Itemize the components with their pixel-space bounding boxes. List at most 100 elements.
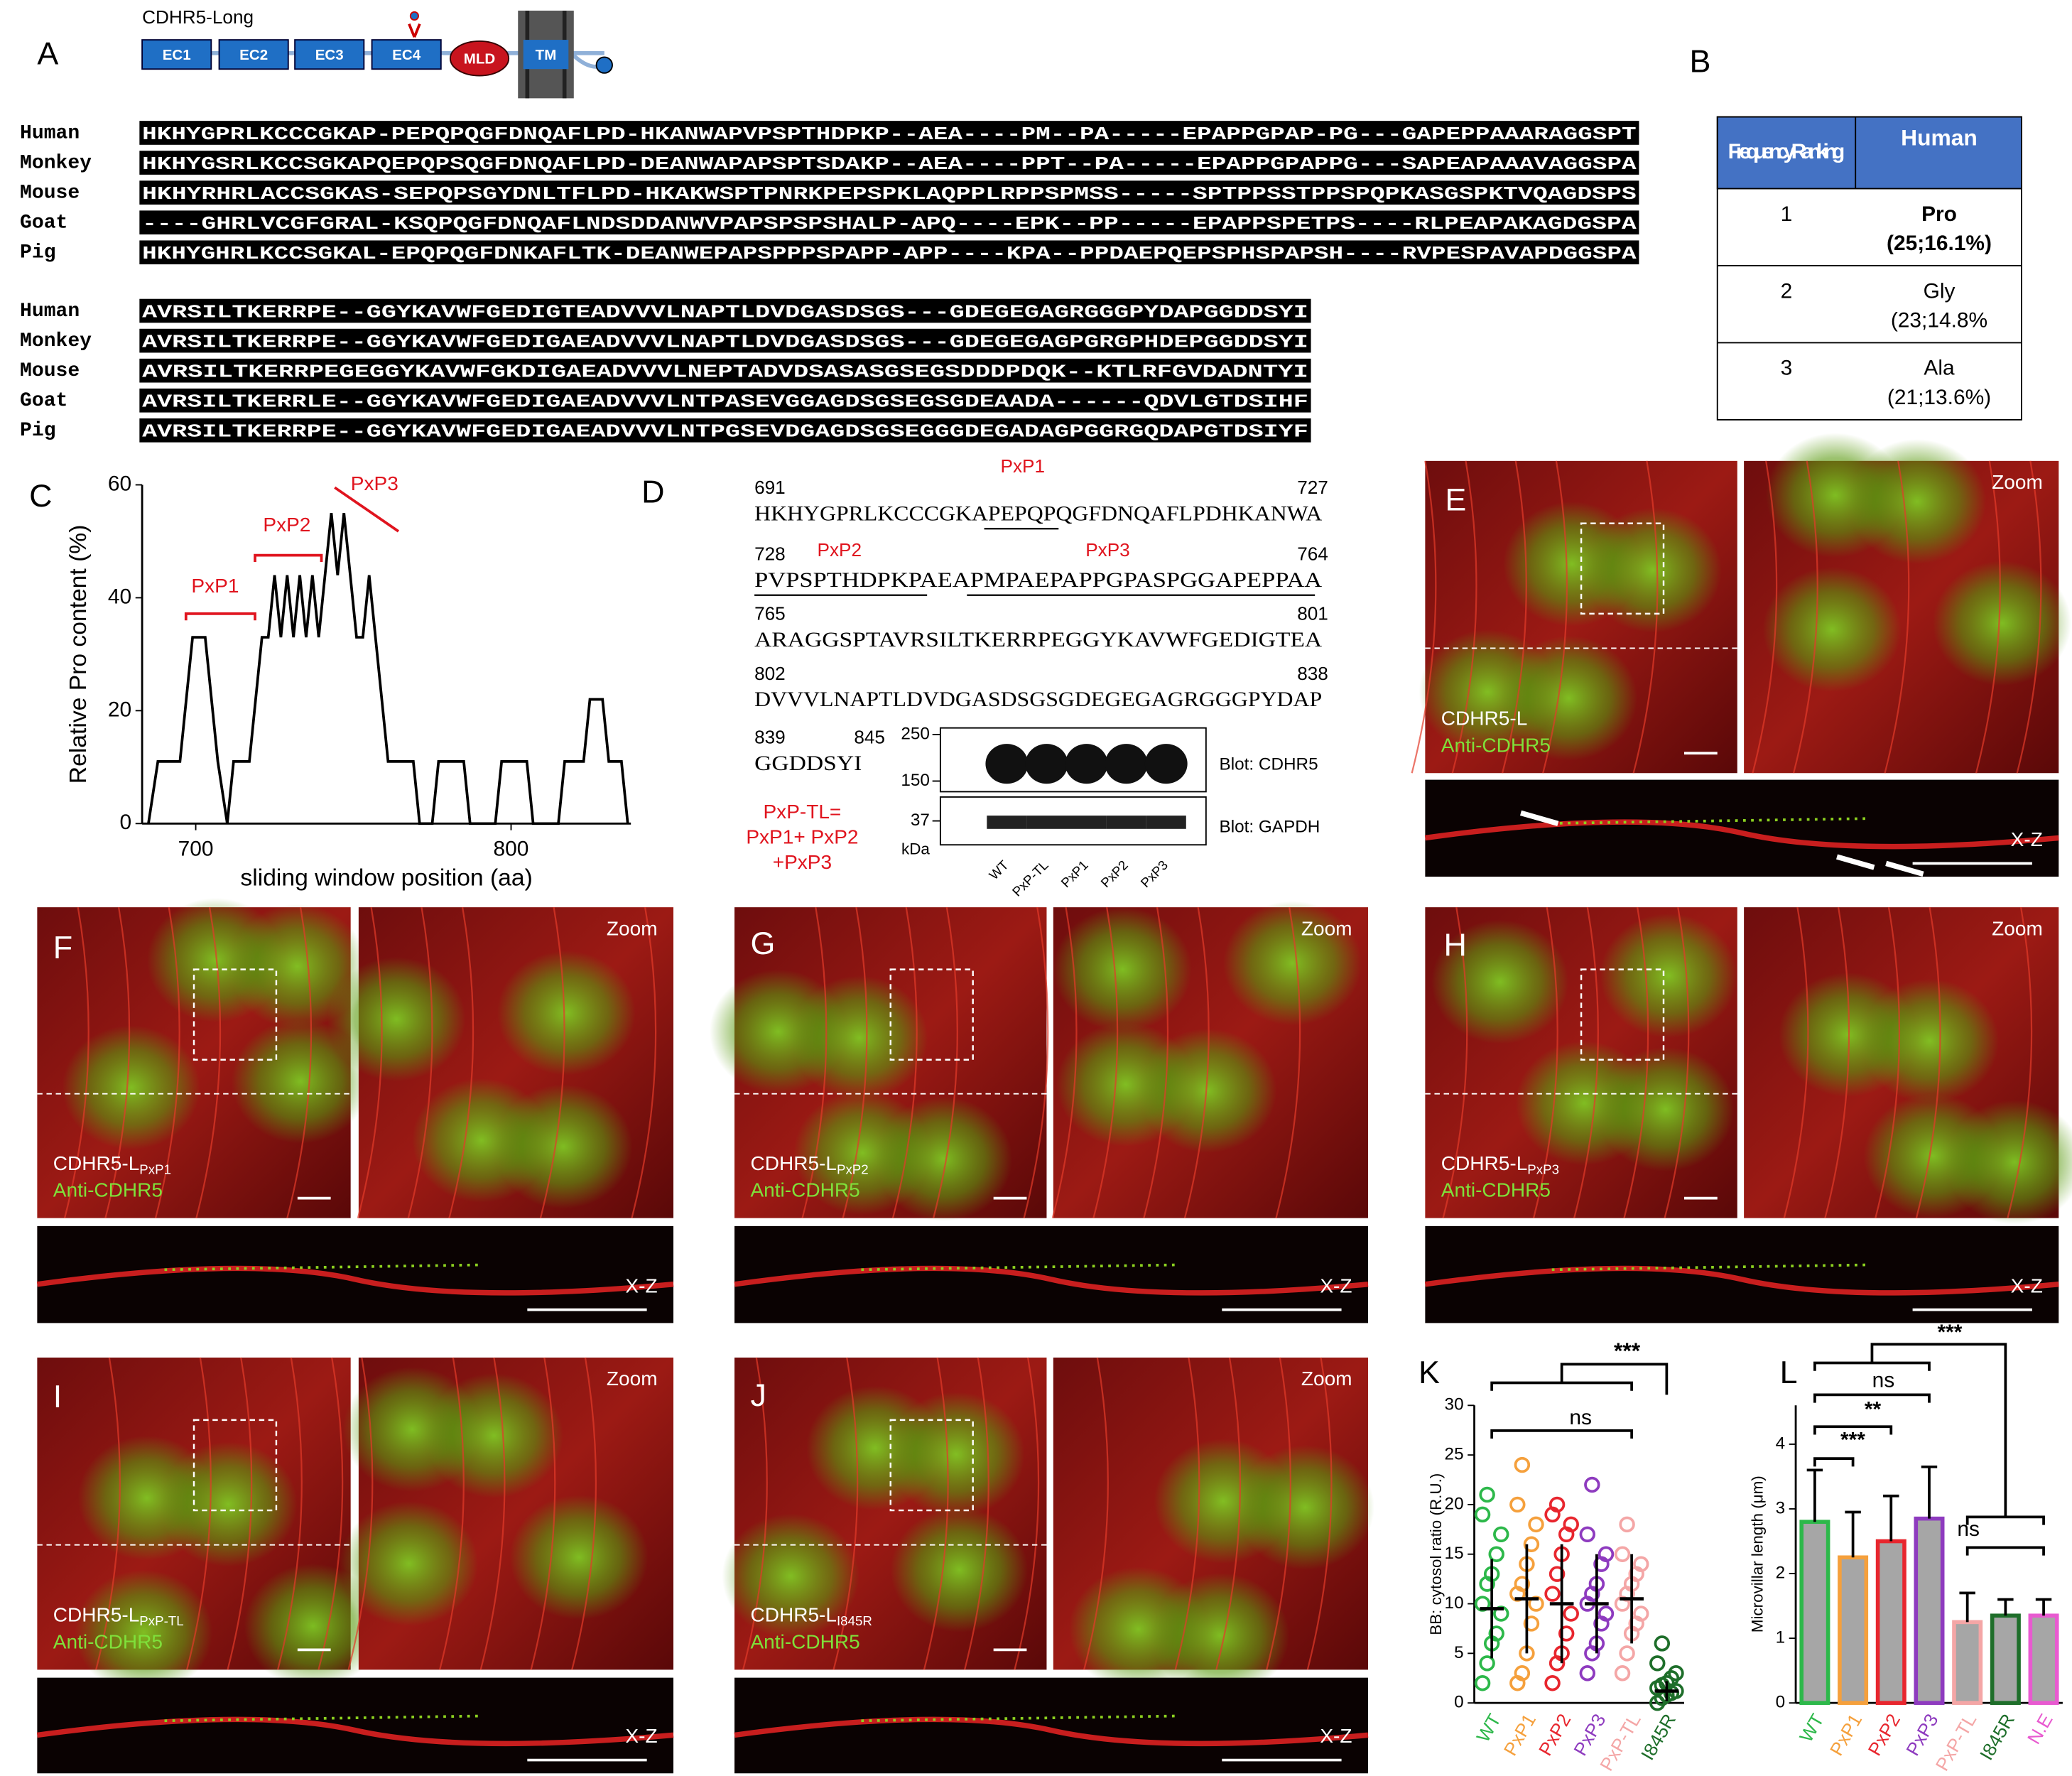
cell-signal <box>1499 635 1638 761</box>
band <box>1144 744 1188 784</box>
xz-signal <box>861 1263 1178 1272</box>
cell-signal <box>75 1569 213 1695</box>
y-tick-label: 60 <box>108 472 131 495</box>
residue-number: 765 <box>754 603 786 624</box>
y-tick-label: 0 <box>1454 1693 1464 1712</box>
sequence: AVRSILTKERRPE--GGYKAVWFGEDIGAEADVVVLNAPT… <box>142 331 1308 352</box>
construct-subscript: PxP2 <box>837 1162 869 1176</box>
point <box>1509 1496 1526 1513</box>
xz-signal <box>36 1716 674 1747</box>
construct-name: CDHR5-L <box>53 1152 139 1174</box>
membrane <box>1792 460 1818 774</box>
significance: *** <box>1938 1321 1963 1344</box>
significance: ns <box>1569 1406 1592 1429</box>
construct-label: CDHR5-LPxP3 <box>1441 1152 1559 1176</box>
cell-signal <box>1933 561 2072 686</box>
domain <box>218 39 289 70</box>
point <box>1474 1506 1491 1523</box>
membrane <box>530 1357 556 1670</box>
panel-label: G <box>750 925 775 961</box>
unit: kDa <box>901 840 930 858</box>
residue-number: 728 <box>754 543 786 565</box>
membrane <box>95 1357 121 1670</box>
antibody-label: Anti-CDHR5 <box>750 1179 859 1201</box>
cell-signal <box>424 1372 563 1498</box>
cell-signal <box>1431 919 1569 1044</box>
membrane <box>63 906 90 1218</box>
panel-label: E <box>1445 482 1466 518</box>
point <box>1548 1496 1566 1513</box>
point <box>1614 1665 1631 1682</box>
point <box>1493 1526 1509 1543</box>
construct-name: CDHR5-L <box>1441 1152 1528 1174</box>
membrane <box>347 1357 374 1670</box>
cell-signal <box>1597 1047 1735 1172</box>
y-tick-label: 40 <box>108 585 131 608</box>
construct-note: PxP1+ PxP2 <box>746 825 858 848</box>
membrane <box>439 1357 465 1670</box>
sequence: AVRSILTKERRLE--GGYKAVWFGEDIGAEADVVVLNTPA… <box>142 391 1308 413</box>
bracket <box>1490 1429 1634 1439</box>
domain <box>294 39 365 70</box>
construct-label: CDHR5-LPxP-TL <box>53 1604 184 1628</box>
motif-label: PxP1 <box>1001 455 1046 477</box>
zoom-label: Zoom <box>607 1368 658 1390</box>
cell-signal <box>1848 439 1987 564</box>
cell-signal <box>1860 978 2000 1103</box>
y-tick-label: 20 <box>108 698 131 721</box>
construct-note: PxP-TL= <box>763 801 841 823</box>
point <box>1523 1536 1540 1552</box>
sequence: HKHYGSRLKCCSGKAPQEPQPSQGFDNQAFLPD-DEANWA… <box>142 153 1637 175</box>
membrane <box>1023 906 1049 1218</box>
membrane <box>1083 1357 1109 1670</box>
point <box>1598 1546 1615 1562</box>
bar <box>1799 1520 1830 1705</box>
cell-signal <box>1762 567 1902 693</box>
construct-subscript: PxP-TL <box>139 1613 183 1628</box>
residue-number: 802 <box>754 663 786 684</box>
point <box>1474 1675 1491 1691</box>
table <box>1716 116 2022 421</box>
alignment-row <box>139 180 1639 205</box>
c-terminus <box>595 56 613 74</box>
xz-signal <box>164 1714 483 1723</box>
membrane <box>1451 460 1477 774</box>
x-tick-label: PxP3 <box>1902 1710 1942 1759</box>
residue-count: (25;16.1%) <box>1887 232 1992 255</box>
bar <box>2028 1613 2059 1705</box>
membrane <box>891 906 918 1218</box>
point <box>1633 1606 1649 1622</box>
band <box>1066 816 1107 829</box>
point <box>1654 1635 1671 1652</box>
membrane <box>742 1357 768 1670</box>
sequence: HKHYGPRLKCCCGKAPEPQPQGFDNQAFLPDHKANWA <box>754 502 1323 525</box>
membrane <box>539 906 565 1218</box>
band <box>987 816 1027 829</box>
cell-signal <box>244 1564 382 1689</box>
x-tick-label: PxP1 <box>1499 1710 1540 1759</box>
xz-label: X-Z <box>1320 1725 1352 1747</box>
significance: ** <box>1865 1398 1882 1422</box>
alignment-row <box>139 418 1311 443</box>
membrane <box>2016 460 2042 774</box>
alignment-row <box>139 210 1639 235</box>
membrane <box>1783 906 1809 1218</box>
membrane <box>1143 906 1169 1218</box>
species: Monkey <box>20 152 92 174</box>
antibody-label: Anti-CDHR5 <box>1441 1179 1551 1201</box>
table-header <box>1716 116 2022 190</box>
residue-number: 764 <box>1297 543 1328 565</box>
glycan <box>409 11 419 21</box>
construct-label: CDHR5-LI845R <box>750 1604 872 1628</box>
zoom-box <box>1580 968 1665 1061</box>
antibody-label: Anti-CDHR5 <box>750 1630 859 1652</box>
membrane <box>1752 460 1778 774</box>
x-tick-label: PxP2 <box>1534 1710 1575 1759</box>
panel-label: K <box>1419 1354 1440 1390</box>
membrane <box>186 1357 212 1670</box>
residue: Pro <box>1921 202 1957 226</box>
residue-number: 727 <box>1297 477 1328 498</box>
alignment-row <box>139 388 1311 413</box>
annotation: PxP3 <box>351 472 398 494</box>
membrane <box>1442 906 1468 1218</box>
